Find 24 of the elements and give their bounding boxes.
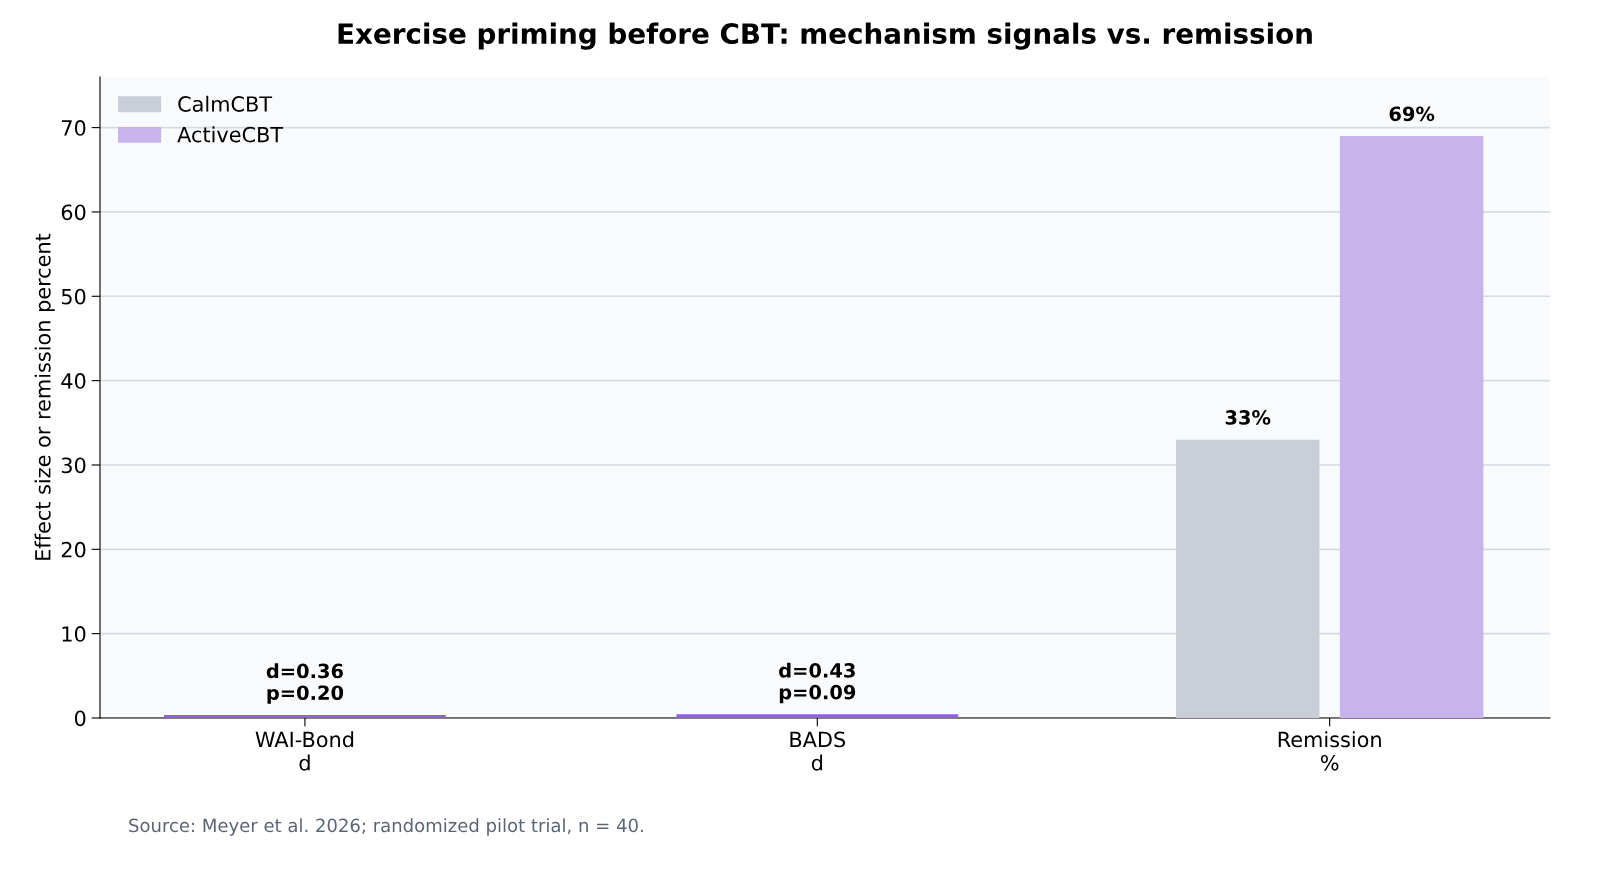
- y-tick-label: 50: [61, 288, 86, 305]
- bar: [1175, 439, 1320, 718]
- bar: [164, 714, 446, 718]
- data-label: 69%: [1389, 106, 1435, 122]
- chart-title: Exercise priming before CBT: mechanism signals vs. remission: [338, 22, 1312, 50]
- legend-label: CalmCBT: [178, 95, 273, 112]
- data-label: d=0.36 p=0.20: [266, 663, 344, 704]
- legend-label: ActiveCBT: [177, 126, 284, 143]
- y-tick-label: 70: [62, 120, 86, 136]
- y-tick-label: 40: [61, 373, 86, 389]
- bar: [676, 714, 959, 718]
- x-tick-label: WAI-Bond d: [255, 731, 354, 771]
- data-label: 33%: [1225, 410, 1271, 425]
- data-label: d=0.43 p=0.09: [779, 662, 856, 704]
- y-tick-label: 20: [61, 541, 86, 558]
- y-tick-label: 30: [61, 457, 86, 474]
- bar: [1339, 136, 1484, 718]
- x-tick-label: Remission %: [1278, 731, 1381, 771]
- x-tick-label: BADS d: [790, 731, 846, 771]
- y-axis-title: Effect size or remission percent: [34, 233, 55, 560]
- y-tick-label: 10: [62, 626, 86, 642]
- source-note: Source: Meyer et al. 2026; randomized pilot trial, n = 40.: [129, 818, 643, 836]
- y-tick-label: 0: [74, 710, 86, 727]
- y-tick-label: 60: [61, 204, 86, 221]
